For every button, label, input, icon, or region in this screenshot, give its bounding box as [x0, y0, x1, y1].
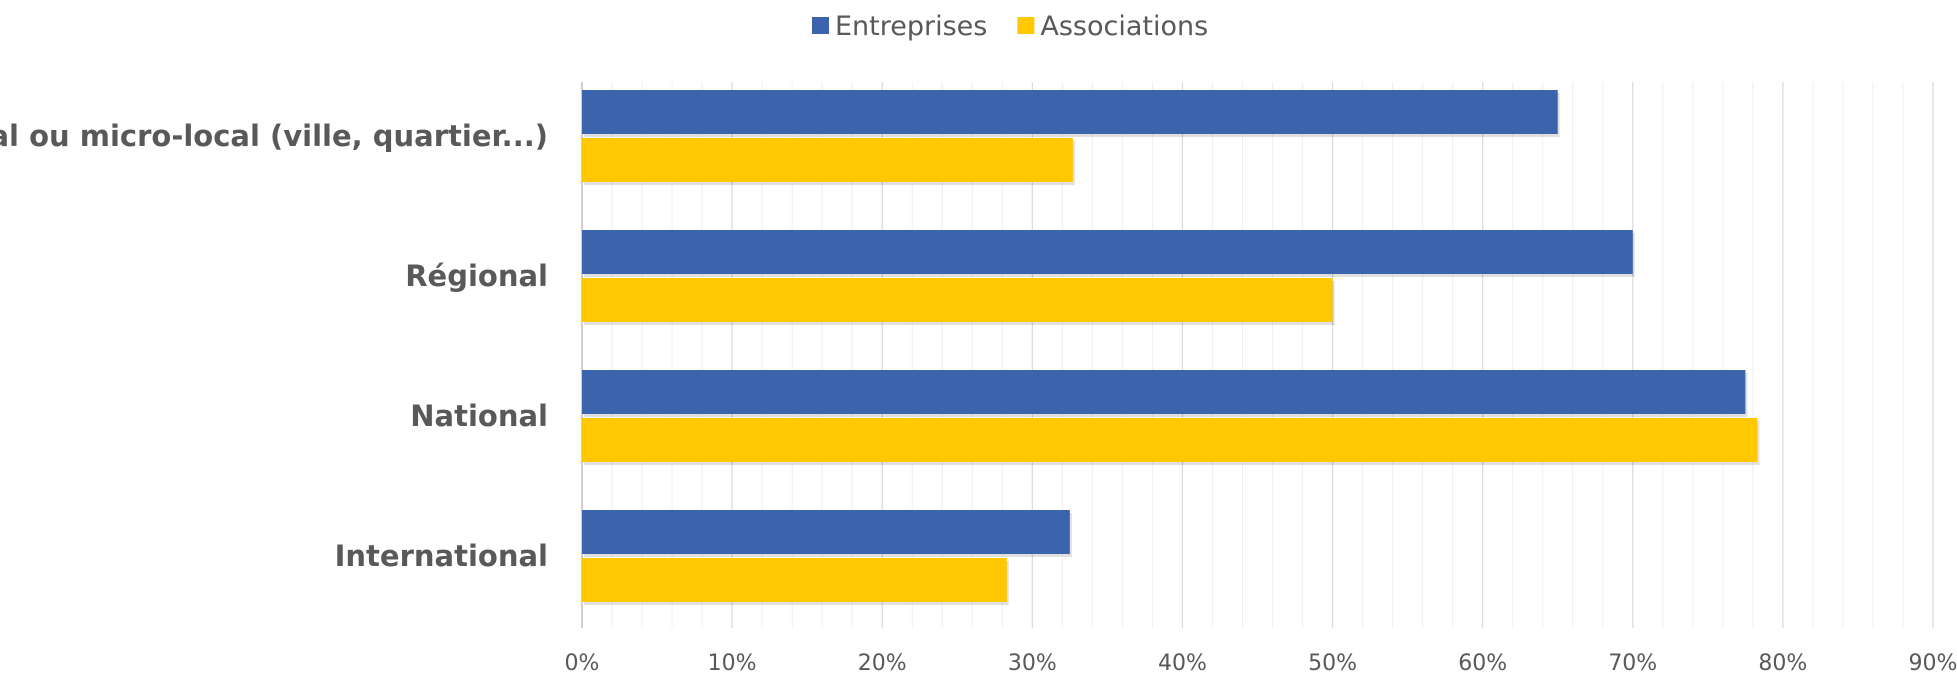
x-tick-label: 40% — [1158, 651, 1207, 676]
legend-swatch-associations — [1017, 17, 1035, 34]
bar-associations — [582, 138, 1073, 182]
x-tick-label: 90% — [1909, 651, 1957, 676]
x-tick-label: 80% — [1758, 651, 1807, 676]
x-axis: 0% 10% 20% 30% 40% 50% 60% 70% 80% 90% — [565, 651, 1957, 676]
legend-swatch-entreprises — [812, 17, 829, 34]
category-label: International — [335, 539, 548, 573]
legend-label-associations: Associations — [1040, 11, 1208, 42]
category-axis: Local ou micro-local (ville, quartier...… — [0, 119, 548, 573]
bar-associations — [582, 278, 1333, 322]
bar-entreprises — [582, 90, 1558, 134]
bars — [582, 90, 1760, 605]
category-label: Régional — [405, 259, 548, 293]
x-tick-label: 60% — [1458, 651, 1507, 676]
x-tick-label: 50% — [1308, 651, 1357, 676]
category-label: National — [410, 399, 548, 433]
bar-entreprises — [582, 230, 1633, 274]
x-tick-label: 10% — [708, 651, 757, 676]
bar-entreprises — [582, 510, 1070, 554]
x-tick-label: 0% — [565, 651, 600, 676]
legend-label-entreprises: Entreprises — [835, 11, 987, 42]
x-tick-label: 70% — [1608, 651, 1657, 676]
category-label: Local ou micro-local (ville, quartier...… — [0, 119, 548, 153]
legend: Entreprises Associations — [812, 11, 1208, 42]
bar-associations — [582, 558, 1007, 602]
bar-entreprises — [582, 370, 1746, 414]
x-tick-label: 30% — [1008, 651, 1057, 676]
x-tick-label: 20% — [858, 651, 907, 676]
bar-associations — [582, 418, 1758, 462]
